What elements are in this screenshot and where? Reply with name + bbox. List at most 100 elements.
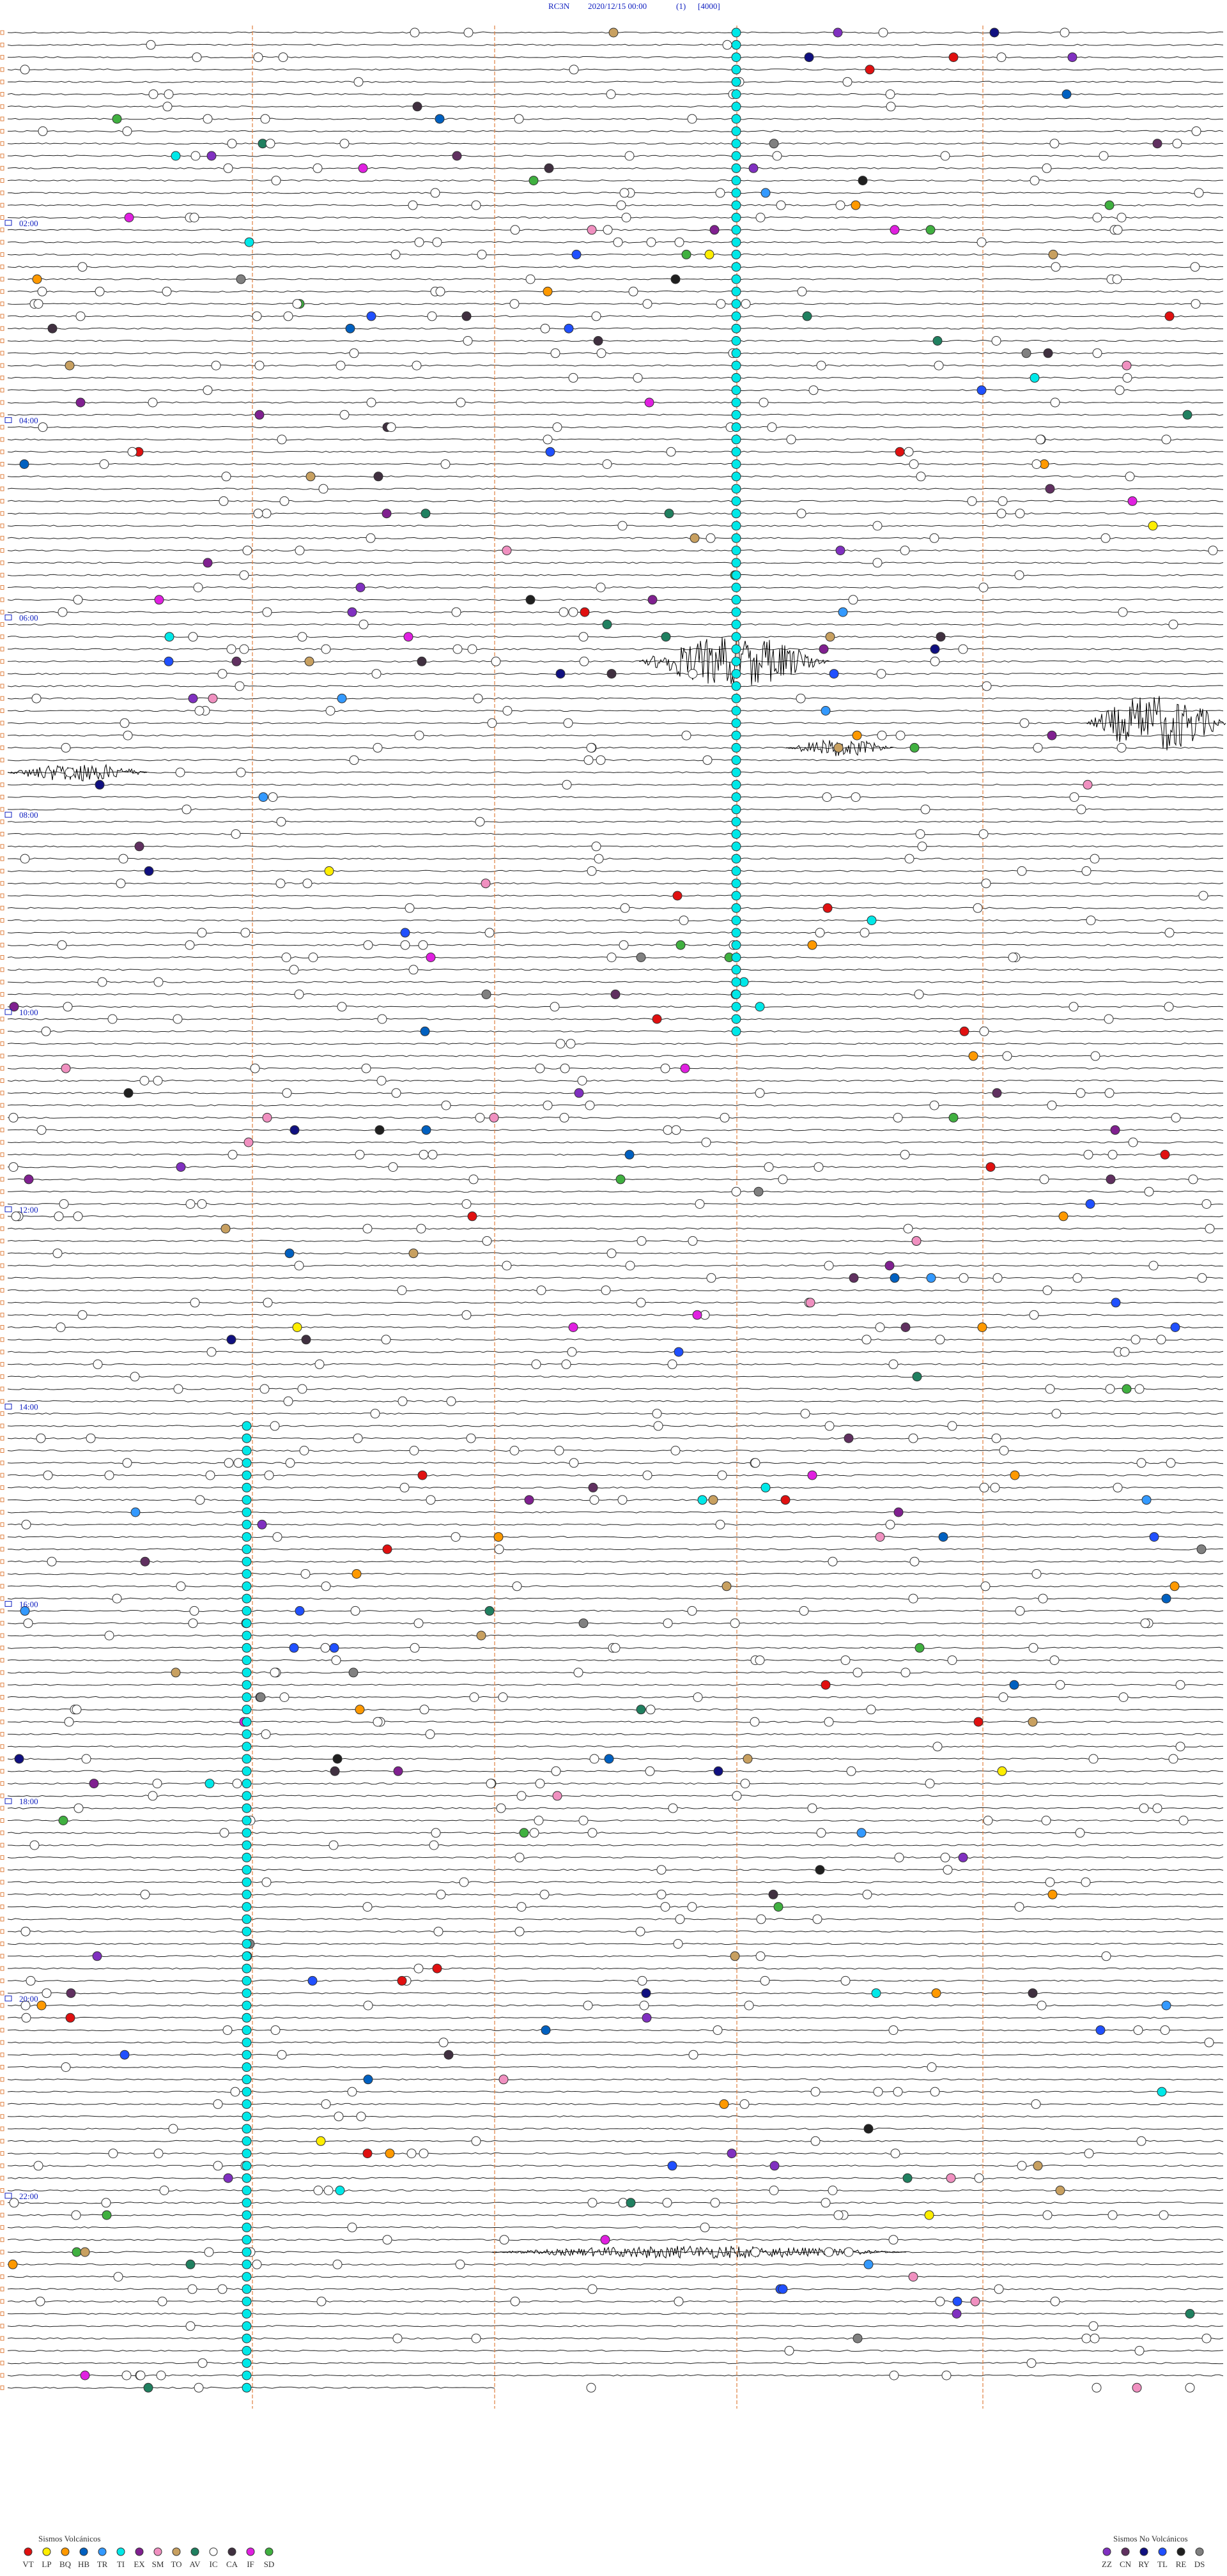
event-marker (828, 2186, 838, 2195)
event-marker (188, 693, 198, 703)
event-marker (952, 2309, 962, 2319)
event-marker (35, 2296, 45, 2306)
event-marker (1168, 619, 1178, 629)
event-marker (481, 989, 491, 999)
event-marker (75, 397, 86, 408)
event-marker (271, 176, 281, 186)
burst (492, 2245, 907, 2259)
event-marker (77, 262, 88, 272)
event-marker (20, 1926, 31, 1936)
trace-tick (0, 1337, 4, 1342)
legend-label: ZZ (1102, 2559, 1112, 2569)
event-marker (1042, 1285, 1053, 1296)
event-marker (750, 1717, 760, 1727)
event-marker (807, 1803, 817, 1813)
event-marker (1175, 1680, 1185, 1690)
event-marker (65, 2012, 75, 2023)
trace-tick (0, 733, 4, 738)
event-marker (662, 2198, 672, 2208)
event-marker (1037, 2000, 1047, 2011)
event-marker (452, 644, 463, 654)
trace-tick (0, 277, 4, 282)
trace-tick (0, 1128, 4, 1133)
event-marker (292, 1322, 302, 1332)
trace (7, 1758, 1224, 1760)
trace (7, 1276, 1224, 1279)
event-marker (406, 2149, 417, 2159)
event-marker (796, 693, 806, 703)
trace-tick (0, 1263, 4, 1268)
tremor-marker (242, 2296, 252, 2306)
event-marker (692, 1310, 702, 1320)
event-marker (842, 77, 853, 87)
event-marker (253, 52, 263, 63)
trace-tick (0, 264, 4, 270)
trace-tick (0, 2089, 4, 2094)
event-marker (1043, 348, 1053, 358)
tremor-marker (731, 422, 741, 433)
trace (7, 981, 1224, 983)
station: RC3N (548, 1, 570, 11)
event-marker (244, 237, 254, 247)
event-marker (294, 1261, 304, 1271)
trace-tick (0, 302, 4, 307)
event-marker (863, 2259, 874, 2269)
event-marker (885, 1519, 895, 1529)
event-marker (805, 1298, 815, 1308)
event-marker (217, 2284, 228, 2294)
legend-swatch (228, 2547, 236, 2556)
event-marker (810, 2087, 821, 2097)
tremor-marker (731, 989, 741, 999)
trace-tick (0, 918, 4, 923)
trace (7, 537, 1224, 539)
event-marker (574, 1088, 584, 1098)
tremor-marker (731, 977, 741, 987)
trace (7, 1412, 1224, 1415)
trace (7, 1856, 1224, 1859)
event-marker (54, 1211, 64, 1222)
event-marker (996, 509, 1007, 519)
event-marker (410, 1643, 420, 1653)
trace-tick (0, 745, 4, 750)
event-marker (313, 163, 323, 173)
burst (7, 763, 148, 781)
event-marker (1185, 2309, 1195, 2319)
trace (7, 1683, 1224, 1686)
trace (7, 56, 1224, 59)
event-marker (778, 2284, 788, 2294)
event-marker (810, 2136, 821, 2146)
tremor-marker (731, 816, 741, 827)
event-marker (815, 928, 825, 938)
event-marker (300, 1569, 311, 1579)
trace (7, 2177, 1224, 2179)
trace (7, 1560, 1224, 1563)
hour-label: 18:00 (19, 1797, 38, 1806)
event-marker (277, 2050, 287, 2060)
trace (7, 2226, 1224, 2229)
tremor-marker (731, 841, 741, 852)
event-marker (715, 188, 725, 198)
event-marker (270, 1667, 280, 1678)
event-marker (941, 2370, 952, 2380)
event-marker (135, 2370, 146, 2380)
trace-tick (0, 1584, 4, 1589)
trace (7, 2090, 1224, 2093)
tremor-marker (731, 669, 741, 679)
trace (7, 1202, 1224, 1206)
event-marker (1139, 1803, 1149, 1813)
hour-box (4, 614, 12, 620)
event-marker (162, 286, 172, 296)
trace-tick (0, 339, 4, 343)
event-marker (487, 718, 497, 728)
event-marker (113, 2272, 123, 2282)
event-marker (134, 841, 144, 852)
event-marker (619, 940, 629, 950)
event-marker (227, 139, 237, 149)
event-marker (935, 2296, 945, 2306)
trace-tick (0, 2052, 4, 2057)
trace-tick (0, 1016, 4, 1022)
event-marker (190, 151, 201, 161)
event-marker (223, 163, 233, 173)
event-marker (815, 1865, 825, 1875)
trace (7, 771, 1224, 774)
